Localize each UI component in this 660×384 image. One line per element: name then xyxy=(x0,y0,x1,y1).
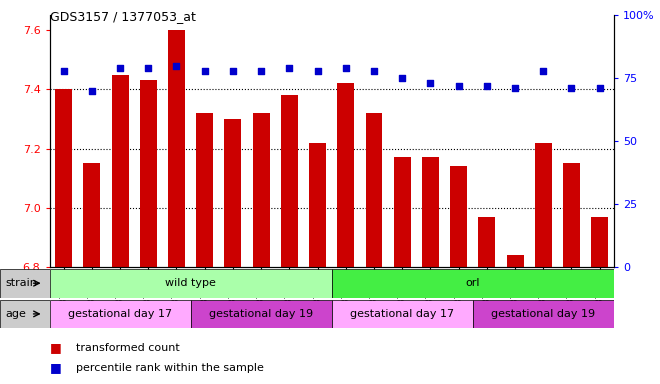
Text: gestational day 17: gestational day 17 xyxy=(350,309,454,319)
Point xyxy=(199,68,210,74)
Point xyxy=(397,75,407,81)
Point xyxy=(312,68,323,74)
Bar xyxy=(55,89,72,267)
Bar xyxy=(331,300,473,328)
Bar xyxy=(281,95,298,267)
Text: GDS3157 / 1377053_at: GDS3157 / 1377053_at xyxy=(50,10,195,23)
Bar xyxy=(337,83,354,267)
Bar xyxy=(450,166,467,267)
Text: gestational day 17: gestational day 17 xyxy=(68,309,172,319)
Point xyxy=(453,83,464,89)
Bar xyxy=(168,30,185,267)
Point xyxy=(425,80,436,86)
Point xyxy=(482,83,492,89)
Bar xyxy=(422,157,439,267)
Bar xyxy=(112,74,129,267)
Bar xyxy=(366,113,382,267)
Bar xyxy=(140,81,156,267)
Bar xyxy=(224,119,242,267)
Text: wild type: wild type xyxy=(165,278,216,288)
Text: age: age xyxy=(5,309,26,319)
Bar xyxy=(563,163,580,267)
Point xyxy=(595,85,605,91)
Point xyxy=(510,85,520,91)
Point xyxy=(228,68,238,74)
Bar xyxy=(191,300,331,328)
Bar xyxy=(309,142,326,267)
Bar xyxy=(50,300,191,328)
Text: strain: strain xyxy=(5,278,37,288)
Point xyxy=(341,65,351,71)
Text: ■: ■ xyxy=(50,341,61,354)
Bar xyxy=(478,217,495,267)
Text: orl: orl xyxy=(465,278,480,288)
Bar xyxy=(253,113,269,267)
Point xyxy=(284,65,294,71)
Text: transformed count: transformed count xyxy=(76,343,180,353)
Bar xyxy=(50,269,331,298)
Point xyxy=(256,68,267,74)
Bar xyxy=(591,217,608,267)
Point xyxy=(171,63,182,69)
Point xyxy=(369,68,380,74)
Bar xyxy=(507,255,523,267)
Bar xyxy=(83,163,100,267)
Bar xyxy=(331,269,614,298)
Bar xyxy=(473,300,614,328)
Point xyxy=(58,68,69,74)
Text: gestational day 19: gestational day 19 xyxy=(491,309,595,319)
Bar xyxy=(196,113,213,267)
Point xyxy=(538,68,548,74)
Point xyxy=(566,85,577,91)
Bar xyxy=(394,157,411,267)
Bar xyxy=(535,142,552,267)
Text: gestational day 19: gestational day 19 xyxy=(209,309,314,319)
Text: percentile rank within the sample: percentile rank within the sample xyxy=(76,362,264,373)
Point xyxy=(115,65,125,71)
Point xyxy=(143,65,154,71)
Text: ■: ■ xyxy=(50,361,61,374)
Point xyxy=(86,88,97,94)
